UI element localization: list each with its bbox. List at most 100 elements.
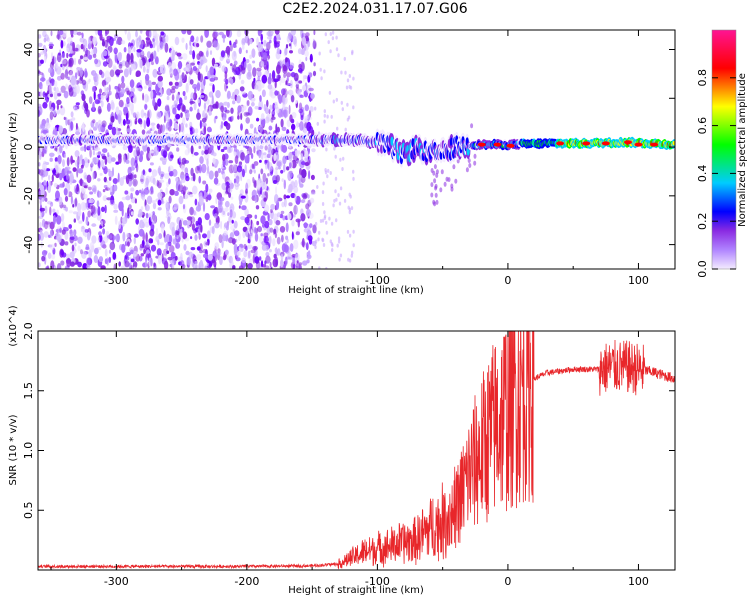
noise-speck bbox=[95, 147, 101, 151]
noise-speck bbox=[264, 106, 269, 115]
noise-speck bbox=[89, 148, 92, 158]
noise-speck bbox=[150, 90, 154, 100]
colorbar-tick-label: 0.0 bbox=[696, 260, 709, 278]
noise-speck bbox=[169, 221, 175, 231]
noise-speck bbox=[159, 40, 163, 51]
noise-speck bbox=[282, 108, 289, 118]
noise-speck bbox=[109, 185, 115, 195]
noise-speck bbox=[67, 187, 70, 197]
noise-speck bbox=[132, 261, 138, 269]
noise-speck bbox=[192, 172, 196, 182]
snr-content bbox=[38, 331, 675, 570]
noise-speck bbox=[56, 99, 62, 106]
noise-speck bbox=[64, 167, 68, 175]
noise-speck bbox=[291, 220, 295, 227]
noise-speck bbox=[69, 177, 73, 185]
noise-speck bbox=[124, 254, 128, 260]
noise-speck bbox=[140, 51, 145, 56]
noise-speck bbox=[208, 111, 212, 116]
noise-speck bbox=[91, 86, 96, 92]
noise-speck bbox=[329, 171, 332, 175]
noise-speck bbox=[140, 178, 144, 182]
noise-speck bbox=[287, 89, 294, 96]
noise-speck bbox=[87, 159, 90, 164]
tail-speck bbox=[473, 160, 477, 166]
noise-speck bbox=[196, 82, 201, 92]
noise-speck bbox=[75, 102, 80, 106]
noise-speck bbox=[325, 220, 328, 225]
ridge-hotspot bbox=[650, 142, 659, 147]
noise-speck bbox=[266, 36, 273, 40]
noise-speck bbox=[288, 43, 291, 47]
tail-speck bbox=[430, 192, 434, 198]
noise-speck bbox=[102, 92, 109, 99]
noise-speck bbox=[145, 212, 149, 219]
noise-speck bbox=[285, 80, 288, 85]
noise-speck bbox=[271, 109, 276, 117]
noise-speck bbox=[71, 244, 75, 252]
noise-speck bbox=[286, 166, 290, 171]
noise-speck bbox=[66, 52, 69, 59]
noise-speck bbox=[181, 72, 185, 81]
noise-speck bbox=[263, 40, 267, 47]
noise-speck bbox=[243, 61, 248, 69]
noise-speck bbox=[329, 239, 332, 244]
noise-speck bbox=[220, 121, 224, 129]
noise-speck bbox=[246, 251, 252, 260]
snr-axes: -300 -200 -100 0 100 0.5 1.0 1.5 2.0 bbox=[22, 322, 675, 588]
noise-speck bbox=[114, 54, 118, 64]
noise-speck bbox=[208, 188, 213, 193]
noise-speck bbox=[124, 30, 127, 35]
noise-speck bbox=[98, 159, 101, 169]
noise-speck bbox=[90, 205, 96, 214]
noise-speck bbox=[39, 198, 42, 205]
noise-speck bbox=[174, 255, 178, 261]
noise-speck bbox=[55, 190, 60, 201]
noise-speck bbox=[253, 169, 256, 174]
ridge-hotspot bbox=[493, 142, 502, 147]
snr-plot-area bbox=[38, 331, 675, 570]
noise-speck bbox=[334, 176, 338, 181]
noise-speck bbox=[274, 30, 280, 35]
noise-speck bbox=[224, 71, 228, 80]
noise-speck bbox=[75, 159, 80, 168]
noise-speck bbox=[244, 34, 249, 44]
noise-speck bbox=[138, 189, 142, 194]
noise-speck bbox=[185, 250, 190, 256]
noise-speck bbox=[282, 215, 286, 221]
noise-speck bbox=[140, 206, 144, 211]
noise-speck bbox=[229, 209, 233, 218]
noise-speck bbox=[136, 37, 141, 41]
noise-speck bbox=[313, 30, 316, 36]
noise-speck bbox=[74, 150, 80, 158]
noise-speck bbox=[189, 127, 195, 136]
noise-speck bbox=[323, 119, 326, 124]
noise-speck bbox=[122, 231, 126, 242]
ridge-core bbox=[449, 137, 454, 147]
noise-speck bbox=[131, 171, 135, 181]
noise-speck bbox=[59, 172, 63, 181]
noise-speck bbox=[79, 55, 84, 60]
noise-speck bbox=[256, 145, 260, 152]
noise-speck bbox=[240, 152, 246, 161]
noise-speck bbox=[149, 175, 155, 183]
noise-speck bbox=[298, 177, 301, 185]
noise-speck bbox=[295, 253, 300, 261]
noise-speck bbox=[140, 59, 143, 69]
noise-speck bbox=[200, 35, 204, 43]
noise-speck bbox=[236, 30, 242, 38]
noise-speck bbox=[54, 147, 58, 151]
noise-speck bbox=[282, 65, 288, 74]
noise-speck bbox=[348, 233, 352, 238]
noise-speck bbox=[212, 84, 215, 93]
noise-speck bbox=[215, 90, 221, 99]
noise-speck bbox=[153, 50, 157, 59]
noise-speck bbox=[193, 101, 197, 111]
noise-speck bbox=[229, 40, 232, 46]
noise-speck bbox=[268, 162, 273, 173]
noise-speck bbox=[133, 266, 136, 269]
noise-speck bbox=[306, 84, 312, 94]
noise-speck bbox=[237, 105, 242, 113]
noise-speck bbox=[97, 151, 102, 155]
